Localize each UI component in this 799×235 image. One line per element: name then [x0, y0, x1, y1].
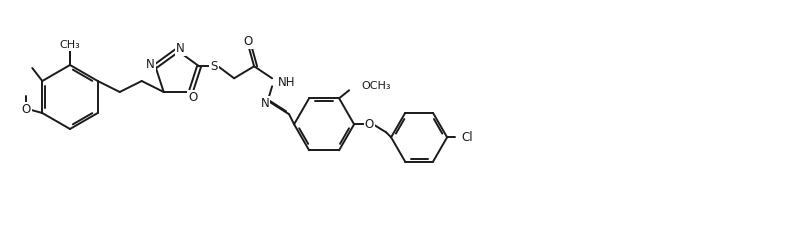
- Text: OCH₃: OCH₃: [361, 81, 391, 91]
- Text: S: S: [210, 60, 218, 73]
- Text: Cl: Cl: [461, 131, 473, 144]
- Text: N: N: [176, 42, 185, 55]
- Text: N: N: [146, 58, 155, 71]
- Text: O: O: [188, 90, 197, 103]
- Text: O: O: [244, 35, 252, 48]
- Text: NH: NH: [278, 76, 296, 89]
- Text: O: O: [364, 118, 374, 131]
- Text: N: N: [260, 97, 269, 110]
- Text: CH₃: CH₃: [60, 40, 81, 50]
- Text: CH₃: CH₃: [60, 39, 81, 49]
- Text: O: O: [22, 102, 31, 115]
